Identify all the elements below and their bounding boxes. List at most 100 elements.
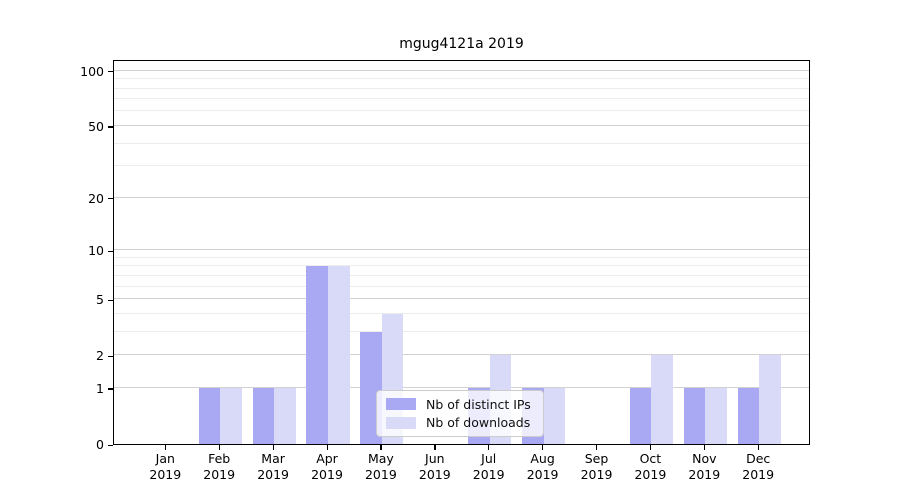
x-tick-year: 2019 [149, 467, 182, 482]
x-tick-label-sep: Sep 2019 [567, 451, 627, 483]
legend-label: Nb of downloads [426, 415, 531, 431]
x-tick-year: 2019 [418, 467, 451, 482]
y-axis-tick [108, 126, 113, 128]
y-tick-label: 5 [96, 292, 104, 308]
x-tick-month: Sep [584, 451, 609, 466]
minor-gridline [114, 285, 809, 287]
x-tick-month: Oct [639, 451, 662, 466]
y-tick-label: 100 [80, 63, 104, 79]
legend: Nb of distinct IPs Nb of downloads [376, 390, 544, 437]
x-tick-year: 2019 [526, 467, 559, 482]
major-gridline [114, 249, 809, 251]
y-axis-tick [108, 388, 113, 390]
x-tick-year: 2019 [634, 467, 667, 482]
major-gridline [114, 196, 809, 198]
plot-area [113, 60, 810, 445]
y-tick-label: 0 [96, 437, 104, 452]
bar-downloads [543, 387, 566, 444]
bar-distinct-ips [629, 387, 652, 444]
minor-gridline [114, 110, 809, 112]
legend-row: Nb of distinct IPs [386, 397, 534, 412]
x-tick-label-nov: Nov 2019 [674, 451, 734, 483]
x-tick-month: Apr [316, 451, 338, 466]
legend-row: Nb of downloads [386, 415, 534, 430]
legend-swatch-distinct-ips [386, 398, 416, 411]
bar-distinct-ips [198, 387, 221, 444]
major-gridline [114, 298, 809, 300]
major-gridline [114, 124, 809, 126]
bar-downloads [651, 355, 673, 444]
y-axis-tick [108, 71, 113, 73]
y-tick-label: 1 [96, 380, 104, 396]
y-axis-tick [108, 250, 113, 252]
x-tick-year: 2019 [311, 467, 343, 482]
major-gridline [114, 354, 809, 356]
x-tick-month: Jan [155, 451, 175, 466]
x-tick-label-mar: Mar 2019 [243, 451, 303, 483]
chart-title: mgug4121a 2019 [399, 36, 524, 52]
x-axis-tick [272, 445, 274, 450]
bar-downloads [705, 387, 727, 444]
x-tick-month: Jul [481, 451, 497, 466]
major-gridline [114, 69, 809, 71]
x-tick-label-feb: Feb 2019 [189, 451, 249, 483]
major-gridline [114, 386, 809, 388]
bar-downloads [274, 387, 296, 444]
minor-gridline [114, 87, 809, 89]
x-axis-tick [434, 445, 436, 450]
y-tick-label: 50 [88, 118, 104, 134]
x-axis-tick [596, 445, 598, 450]
x-tick-month: Aug [530, 451, 555, 466]
x-axis-tick [218, 445, 220, 450]
minor-gridline [114, 312, 809, 314]
x-tick-month: May [367, 451, 394, 466]
bar-distinct-ips [306, 266, 328, 444]
bar-distinct-ips [252, 387, 275, 444]
minor-gridline [114, 78, 809, 80]
x-axis-tick [380, 445, 382, 450]
x-axis-tick [703, 445, 706, 450]
y-tick-label: 10 [88, 243, 104, 258]
y-axis-tick [108, 355, 113, 357]
x-tick-year: 2019 [580, 467, 613, 482]
y-axis-tick [108, 198, 113, 200]
bar-downloads [328, 266, 350, 444]
minor-gridline [114, 274, 809, 276]
x-tick-month: Jun [425, 451, 445, 466]
bar-downloads [759, 355, 781, 444]
x-tick-label-may: May 2019 [351, 451, 411, 483]
legend-label: Nb of distinct IPs [426, 396, 531, 412]
x-tick-month: Mar [261, 451, 285, 466]
bar-distinct-ips [683, 387, 706, 444]
x-axis-tick [542, 445, 544, 450]
y-tick-label: 20 [88, 190, 104, 206]
y-tick-label: 2 [96, 348, 104, 364]
x-tick-year: 2019 [742, 467, 775, 482]
legend-swatch-downloads [386, 416, 416, 429]
minor-gridline [114, 265, 809, 267]
x-tick-label-apr: Apr 2019 [297, 451, 357, 483]
x-tick-year: 2019 [364, 467, 397, 482]
x-tick-year: 2019 [203, 467, 236, 482]
x-tick-year: 2019 [688, 467, 721, 482]
x-tick-label-aug: Aug 2019 [513, 451, 573, 483]
minor-gridline [114, 142, 809, 144]
x-tick-month: Dec [746, 451, 771, 466]
x-axis-tick [757, 445, 759, 450]
x-tick-month: Nov [692, 451, 717, 466]
minor-gridline [114, 165, 809, 167]
y-axis-tick [108, 299, 113, 301]
x-tick-label-dec: Dec 2019 [728, 451, 788, 483]
bar-distinct-ips [737, 387, 760, 444]
bar-downloads [220, 387, 242, 444]
x-tick-label-jan: Jan 2019 [135, 451, 195, 483]
x-tick-year: 2019 [472, 467, 505, 482]
x-tick-year: 2019 [257, 467, 289, 482]
y-axis-tick [108, 444, 113, 446]
x-tick-label-jul: Jul 2019 [459, 451, 519, 483]
minor-gridline [114, 330, 809, 332]
minor-gridline [114, 256, 809, 258]
minor-gridline [114, 98, 809, 100]
x-axis-tick [164, 445, 167, 450]
